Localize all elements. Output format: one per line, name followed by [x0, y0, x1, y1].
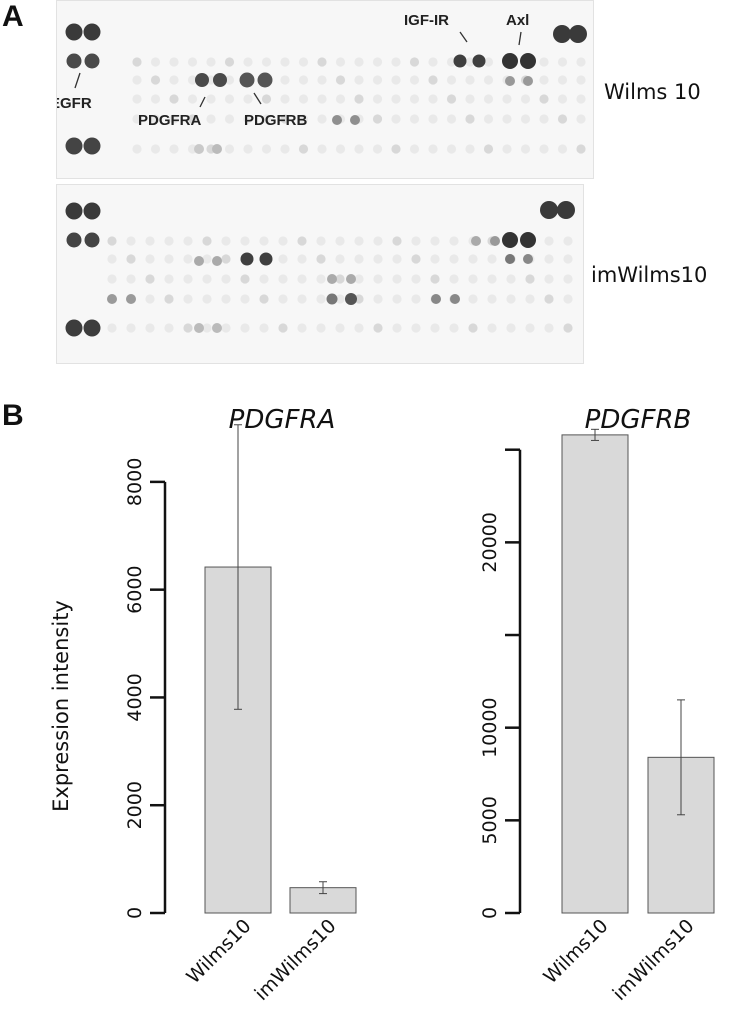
panel-b-letter: B: [2, 399, 24, 432]
annotation-pdgfra: PDGFRA: [138, 112, 202, 129]
chart-title: PDGFRB: [585, 405, 692, 435]
x-category-label: Wilms10: [182, 915, 255, 988]
x-category-label: imWilms10: [609, 915, 699, 1005]
x-category-label: Wilms10: [539, 915, 612, 988]
y-tick-label: 8000: [124, 458, 146, 506]
antibody-array-blot-wilms10: EGFR PDGFRA PDGFRB IGF-IR Axl: [56, 0, 594, 179]
blot-dots-wilms10: EGFR PDGFRA PDGFRB IGF-IR Axl: [57, 12, 587, 155]
annotation-axl: Axl: [506, 12, 529, 29]
error-bar: [319, 881, 327, 895]
y-tick-label: 4000: [124, 673, 146, 721]
y-tick-label: 10000: [479, 697, 501, 757]
y-tick-label: 5000: [479, 796, 501, 844]
y-tick-label: 20000: [479, 512, 501, 572]
panel-a-letter: A: [2, 0, 24, 33]
annotation-egfr: EGFR: [57, 95, 92, 112]
y-tick-label: 6000: [124, 565, 146, 613]
x-category-label: imWilms10: [251, 915, 341, 1005]
sample-label-imwilms10: imWilms10: [591, 263, 708, 287]
y-tick-label: 0: [479, 907, 501, 919]
annotation-igf-ir: IGF-IR: [404, 12, 449, 29]
chart-title: PDGFRA: [229, 405, 336, 435]
error-bar: [677, 699, 685, 816]
antibody-array-blot-imwilms10: [56, 184, 584, 364]
bar-charts: Expression intensity PDGFRA 0 2000 4000 6000…: [49, 405, 715, 1005]
error-bar: [234, 424, 242, 710]
bar: [561, 434, 629, 914]
y-tick-label: 0: [124, 907, 146, 919]
error-bar: [591, 428, 599, 441]
chart-ylabel: Expression intensity: [49, 600, 73, 812]
annotation-pdgfrb: PDGFRB: [244, 112, 308, 129]
y-tick-label: 2000: [124, 781, 146, 829]
sample-label-wilms10: Wilms 10: [604, 80, 701, 104]
blot-dots-imwilms10: [65, 201, 575, 337]
